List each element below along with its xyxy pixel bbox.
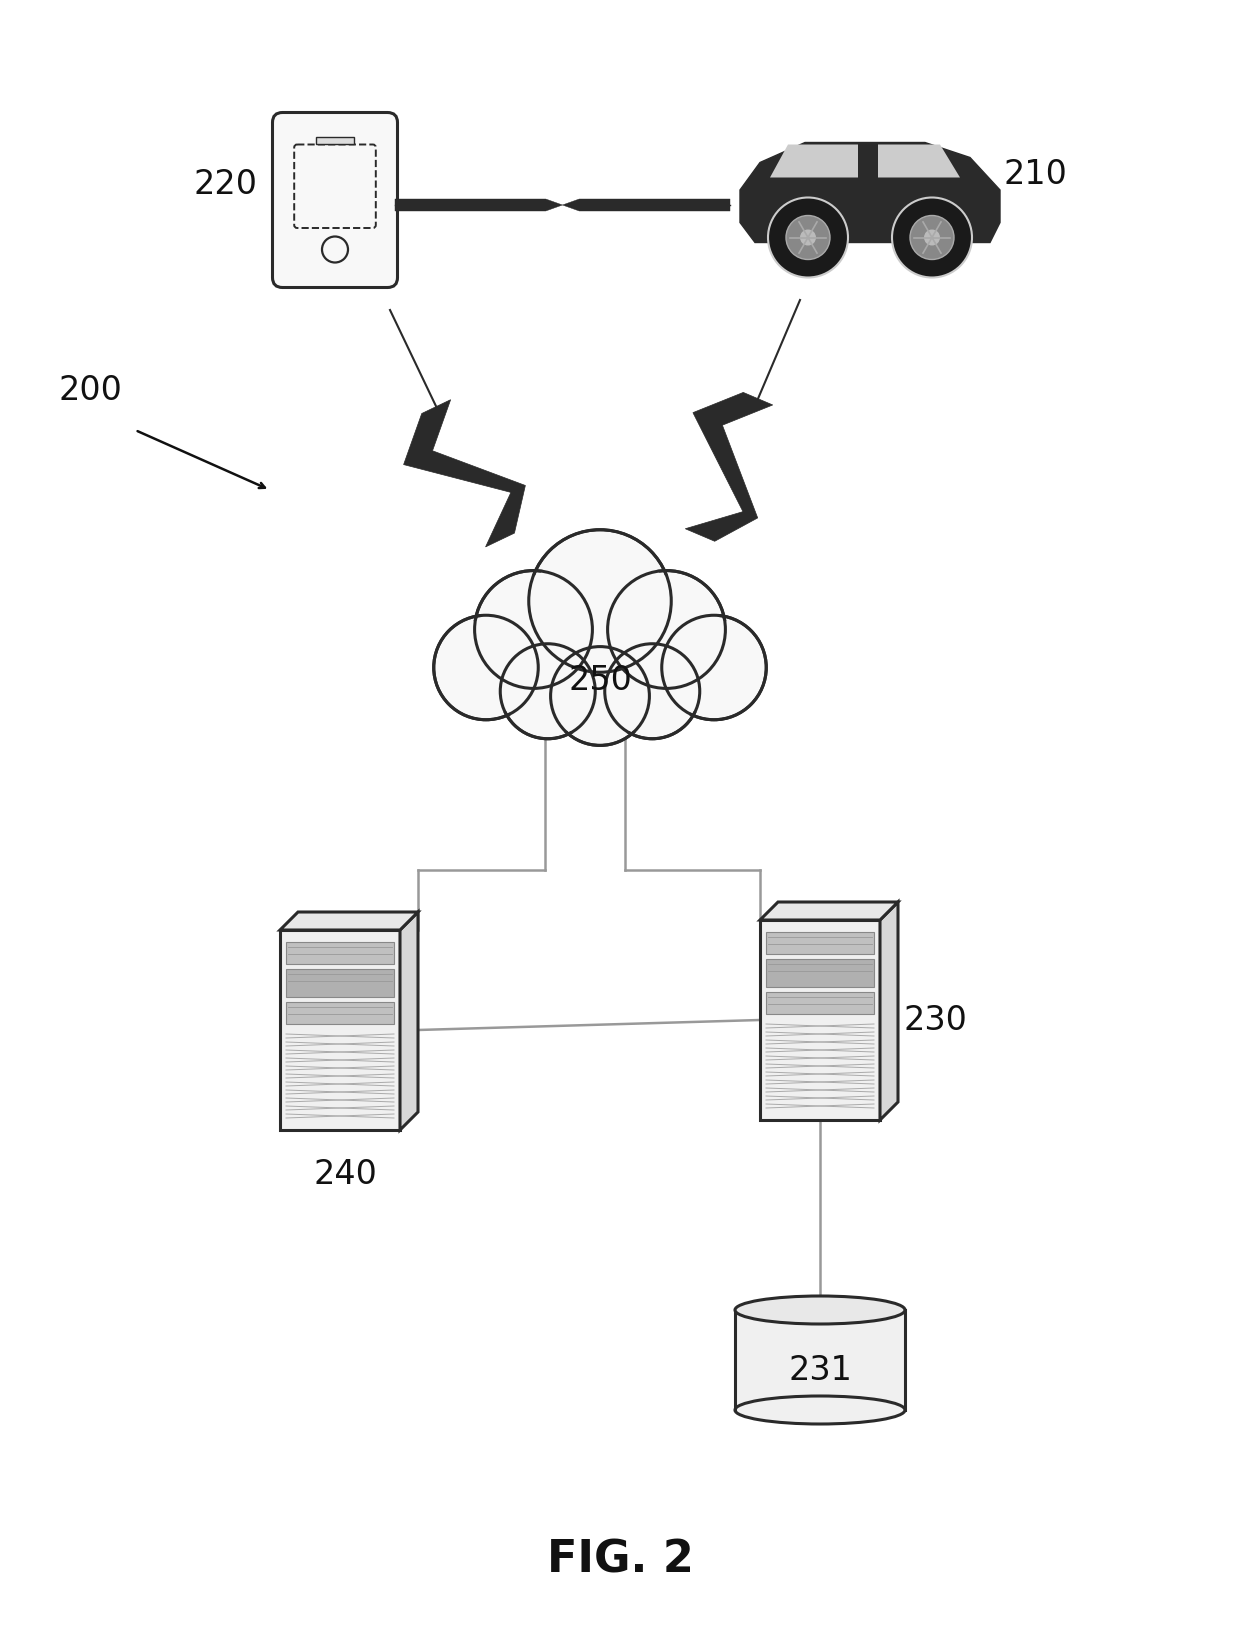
- Ellipse shape: [735, 1397, 905, 1424]
- Bar: [760, 920, 880, 1121]
- Bar: [766, 932, 874, 955]
- Text: 220: 220: [193, 169, 257, 202]
- Circle shape: [534, 536, 666, 667]
- Circle shape: [475, 570, 593, 688]
- Polygon shape: [880, 902, 898, 1121]
- FancyBboxPatch shape: [294, 145, 376, 228]
- Bar: [735, 1309, 905, 1410]
- Bar: [286, 1002, 394, 1024]
- Polygon shape: [401, 912, 418, 1130]
- Polygon shape: [770, 145, 858, 177]
- Circle shape: [892, 197, 972, 278]
- Circle shape: [554, 651, 646, 741]
- Text: 231: 231: [789, 1354, 852, 1387]
- Circle shape: [609, 647, 696, 734]
- Text: 240: 240: [312, 1158, 377, 1191]
- Polygon shape: [280, 912, 418, 930]
- Circle shape: [434, 614, 538, 720]
- Circle shape: [503, 647, 591, 734]
- Circle shape: [924, 230, 940, 245]
- Circle shape: [613, 575, 720, 683]
- Circle shape: [608, 570, 725, 688]
- Circle shape: [551, 647, 650, 746]
- Bar: [286, 969, 394, 997]
- Bar: [280, 930, 401, 1130]
- Circle shape: [786, 215, 830, 260]
- Text: 230: 230: [903, 1004, 967, 1037]
- Circle shape: [438, 619, 534, 716]
- Bar: [286, 941, 394, 964]
- Bar: [766, 992, 874, 1014]
- Polygon shape: [396, 199, 730, 210]
- Circle shape: [800, 230, 816, 245]
- Circle shape: [768, 197, 848, 278]
- Ellipse shape: [735, 1296, 905, 1324]
- Circle shape: [322, 237, 348, 263]
- Text: 250: 250: [568, 664, 632, 697]
- Text: 200: 200: [58, 373, 122, 406]
- Circle shape: [480, 575, 588, 683]
- Bar: [766, 960, 874, 987]
- Circle shape: [910, 215, 954, 260]
- Text: FIG. 2: FIG. 2: [547, 1538, 693, 1582]
- Circle shape: [500, 644, 595, 739]
- Text: 210: 210: [1003, 158, 1066, 192]
- Circle shape: [662, 614, 766, 720]
- Polygon shape: [760, 902, 898, 920]
- Circle shape: [666, 619, 763, 716]
- Bar: [316, 136, 353, 143]
- FancyBboxPatch shape: [273, 112, 398, 288]
- Polygon shape: [878, 145, 960, 177]
- Circle shape: [528, 529, 671, 672]
- Circle shape: [605, 644, 699, 739]
- Polygon shape: [404, 399, 526, 547]
- Polygon shape: [686, 393, 773, 541]
- Polygon shape: [740, 143, 999, 243]
